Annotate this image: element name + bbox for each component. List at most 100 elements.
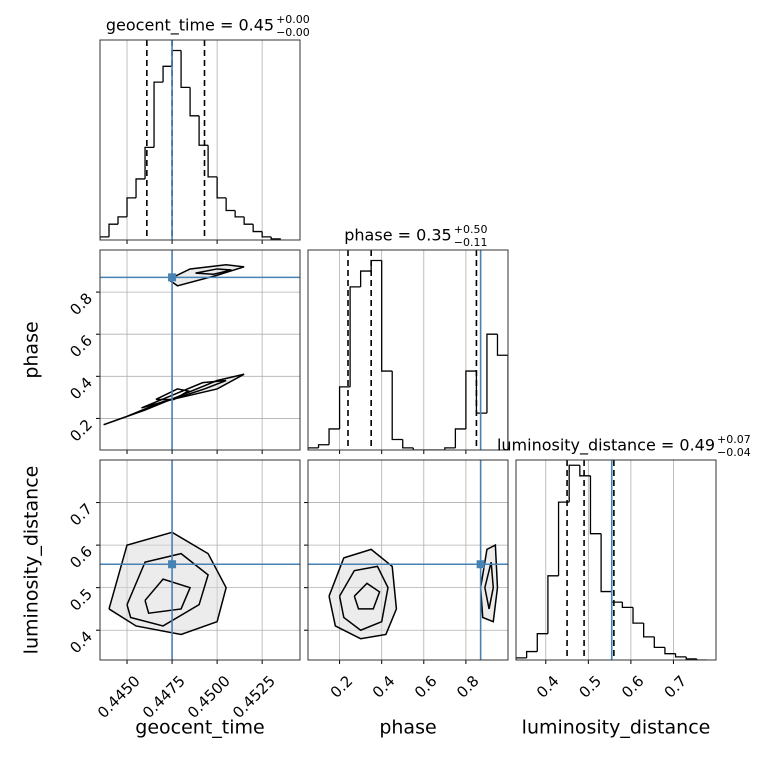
histogram-bin xyxy=(536,633,548,652)
panel-frame xyxy=(99,39,301,241)
histogram-bin xyxy=(547,575,559,634)
contour xyxy=(479,543,499,623)
histogram-bin xyxy=(674,653,687,658)
histogram-bin xyxy=(475,371,487,414)
contour xyxy=(353,582,381,610)
histogram-bin xyxy=(234,210,245,218)
histogram-bin xyxy=(317,444,330,448)
x-tick-label: 0.4500 xyxy=(184,672,234,722)
histogram-bin xyxy=(359,270,372,287)
panel-title: luminosity_distance = 0.49 xyxy=(497,436,715,456)
histogram-bin xyxy=(664,647,676,655)
panel-frame xyxy=(307,459,509,661)
histogram-bin xyxy=(557,501,570,576)
histogram-bin xyxy=(162,65,173,83)
histogram-bin xyxy=(391,371,403,441)
histogram-bin xyxy=(216,176,227,199)
contour xyxy=(195,268,232,275)
y-tick-label: 0.7 xyxy=(66,500,96,530)
histogram-bin xyxy=(653,636,665,649)
title-lower: −0.11 xyxy=(454,236,488,249)
panel-frame xyxy=(307,249,509,451)
contour xyxy=(144,578,192,615)
x-tick-label: 0.8 xyxy=(453,672,483,702)
histogram-bin xyxy=(328,428,340,445)
histogram-bin xyxy=(444,447,456,450)
histogram-bin xyxy=(525,650,538,658)
histogram-bin xyxy=(402,439,414,449)
histogram-bin xyxy=(568,464,580,503)
histogram-bin xyxy=(189,87,200,117)
histogram-bin xyxy=(261,231,272,238)
y-tick-label: 0.5 xyxy=(66,585,96,615)
title-lower: −0.04 xyxy=(717,446,751,459)
histogram-bin xyxy=(270,236,281,240)
histogram-bin xyxy=(252,224,263,233)
histogram-bin xyxy=(465,370,477,429)
panel xyxy=(100,250,300,450)
histogram-bin xyxy=(338,386,351,429)
histogram-bin xyxy=(225,197,236,212)
title-upper: +0.00 xyxy=(276,13,310,26)
histogram-bin xyxy=(126,197,137,217)
x-tick-label: 0.6 xyxy=(411,672,441,702)
x-tick-label: 0.4 xyxy=(533,672,563,702)
histogram-bin xyxy=(381,260,393,372)
x-tick-label: 0.2 xyxy=(327,672,357,702)
histogram-bin xyxy=(153,81,164,148)
y-tick-label: 0.6 xyxy=(66,331,96,361)
histogram-bin xyxy=(685,656,697,660)
y-tick-label: 0.6 xyxy=(66,542,96,572)
x-tick-label: 0.4450 xyxy=(94,672,144,722)
histogram-bin xyxy=(643,623,655,638)
x-tick-label: 0.4525 xyxy=(229,672,279,722)
histogram-bin xyxy=(621,602,634,609)
x-tick-label: 0.4 xyxy=(369,672,399,702)
histogram-bin xyxy=(171,49,182,67)
contour xyxy=(168,263,245,287)
panel-title: geocent_time = 0.45 xyxy=(106,16,274,36)
contour xyxy=(126,552,209,627)
histogram-bin xyxy=(180,50,191,89)
y-tick-label: 0.4 xyxy=(66,627,96,657)
histogram-bin xyxy=(412,447,424,450)
histogram-bin xyxy=(496,334,508,450)
truth-marker xyxy=(168,560,177,569)
histogram-bin xyxy=(108,223,119,237)
contour xyxy=(155,388,191,401)
panel xyxy=(308,460,508,660)
contour xyxy=(484,561,495,610)
title-upper: +0.07 xyxy=(717,433,751,446)
histogram-bin xyxy=(117,216,128,225)
histogram-bin xyxy=(454,428,466,448)
x-tick-label: 0.7 xyxy=(661,672,691,702)
y-tick-label: 0.8 xyxy=(66,289,96,319)
histogram-bin xyxy=(207,145,218,178)
histogram-bin xyxy=(486,333,498,414)
histogram-bin xyxy=(349,286,361,387)
title-upper: +0.50 xyxy=(454,223,488,236)
histogram-bin xyxy=(632,607,644,624)
histogram-bin xyxy=(600,533,612,593)
histogram-bin xyxy=(135,178,146,198)
panel xyxy=(308,250,508,450)
title-lower: −0.00 xyxy=(276,26,310,39)
histogram-bin xyxy=(516,657,527,660)
contour xyxy=(108,531,227,636)
panel-frame xyxy=(99,459,301,661)
panel-frame xyxy=(515,459,717,661)
x-tick-label: 0.4475 xyxy=(139,672,189,722)
y-tick-label: 0.4 xyxy=(66,374,96,404)
x-tick-label: 0.6 xyxy=(618,672,648,702)
x-axis-label: geocent_time xyxy=(135,717,264,739)
x-axis-label: phase xyxy=(379,717,436,739)
histogram-bin xyxy=(100,236,110,240)
histogram-bin xyxy=(696,658,708,660)
contour xyxy=(338,565,389,632)
panel xyxy=(100,460,300,660)
panel-title: phase = 0.35 xyxy=(344,226,451,245)
panel-frame xyxy=(99,249,301,451)
x-tick-label: 0.5 xyxy=(575,672,605,702)
histogram-bin xyxy=(308,447,319,450)
